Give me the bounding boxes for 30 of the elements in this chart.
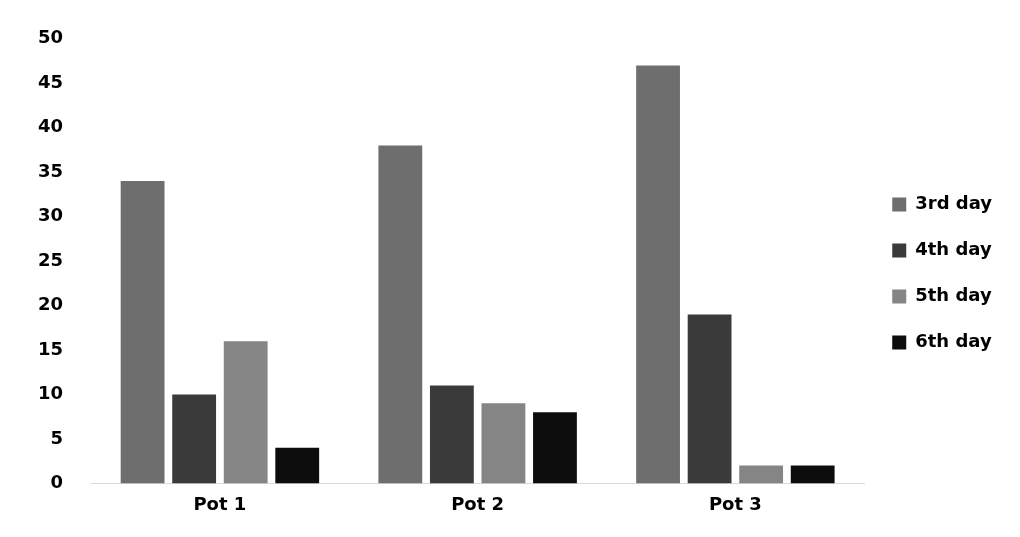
y-tick-label: 15	[37, 337, 64, 359]
legend-label: 5th day	[915, 284, 992, 306]
bar	[120, 181, 165, 484]
y-tick-label: 35	[37, 159, 64, 181]
bar	[172, 394, 217, 484]
x-tick-label: Pot 3	[708, 492, 762, 514]
bar	[429, 385, 474, 484]
y-tick-label: 40	[37, 115, 64, 137]
y-tick-label: 25	[37, 248, 64, 270]
bar	[275, 447, 320, 484]
y-tick-label: 20	[37, 293, 64, 315]
y-tick-label: 5	[50, 426, 64, 448]
y-tick-label: 10	[37, 382, 64, 404]
y-tick-label: 50	[37, 26, 64, 48]
bar	[739, 465, 784, 484]
legend-label: 4th day	[915, 238, 992, 260]
bar	[533, 412, 577, 484]
bar	[223, 341, 268, 484]
bar	[481, 403, 526, 484]
legend-label: 3rd day	[915, 192, 993, 214]
bar	[687, 314, 732, 484]
x-tick-label: Pot 1	[193, 492, 247, 514]
y-tick-label: 45	[37, 70, 64, 92]
bar	[378, 145, 423, 484]
bar	[790, 465, 835, 484]
x-tick-label: Pot 2	[451, 492, 505, 514]
legend-label: 6th day	[915, 330, 992, 352]
bar	[636, 65, 680, 484]
y-tick-label: 0	[50, 471, 64, 493]
y-tick-label: 30	[37, 204, 64, 226]
